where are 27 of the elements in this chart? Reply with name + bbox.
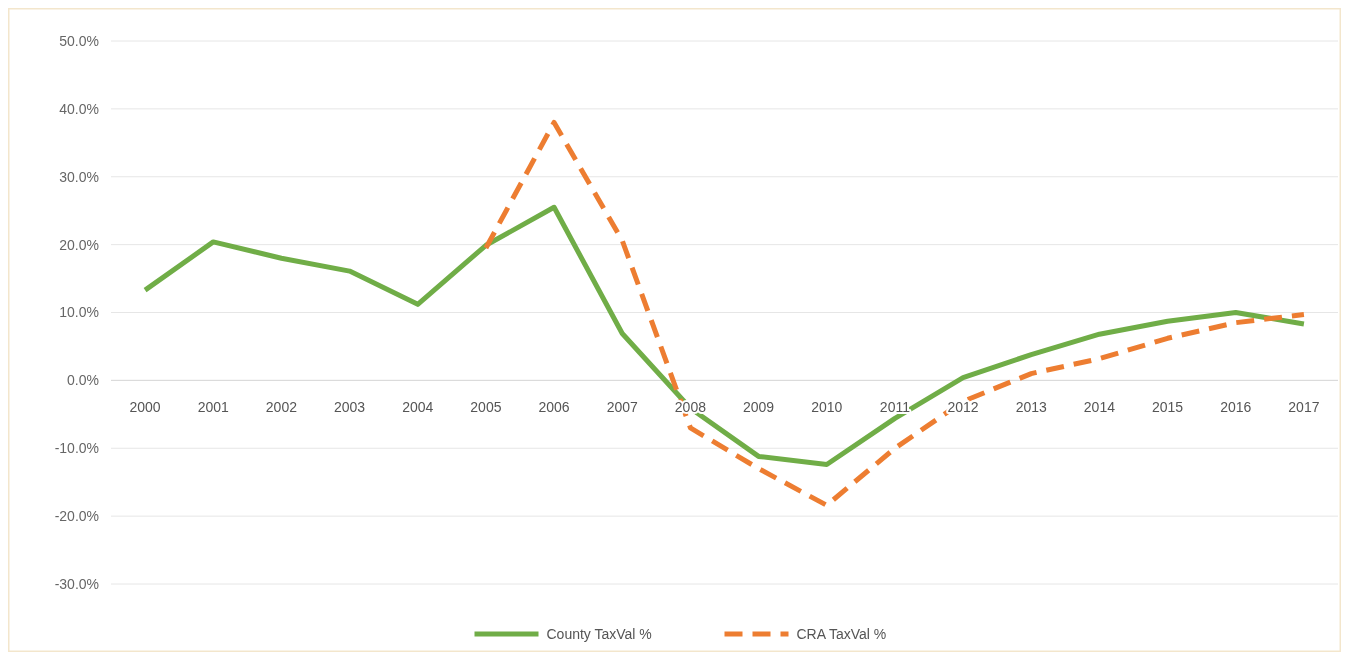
y-tick-label: 50.0%: [59, 32, 99, 49]
y-tick-label: -30.0%: [54, 575, 99, 592]
x-tick-label: 2016: [1220, 399, 1252, 416]
y-tick-label: -10.0%: [54, 440, 99, 457]
y-tick-label: -20.0%: [54, 508, 99, 525]
x-tick-label: 2017: [1288, 399, 1320, 416]
x-tick-label: 2006: [538, 399, 570, 416]
x-tick-label: 2010: [811, 399, 843, 416]
x-tick-label: 2007: [606, 399, 639, 416]
legend-label: County TaxVal %: [546, 625, 652, 642]
y-tick-label: 10.0%: [59, 304, 99, 321]
x-tick-label: 2004: [402, 399, 434, 416]
x-tick-label: 2009: [743, 399, 775, 416]
x-tick-label: 2014: [1083, 399, 1116, 416]
x-tick-label: 2015: [1152, 399, 1184, 416]
x-tick-label: 2001: [197, 399, 230, 416]
legend-label: CRA TaxVal %: [796, 625, 887, 642]
x-tick-label: 2011: [879, 399, 911, 416]
y-tick-label: 30.0%: [59, 168, 99, 185]
y-tick-label: 20.0%: [59, 236, 99, 253]
x-tick-label: 2013: [1015, 399, 1048, 416]
y-tick-label: 0.0%: [67, 372, 99, 389]
x-tick-label: 2003: [334, 399, 366, 416]
x-tick-label: 2005: [470, 399, 502, 416]
x-tick-label: 2000: [129, 399, 161, 416]
y-tick-label: 40.0%: [59, 100, 99, 117]
x-tick-label: 2002: [265, 399, 298, 416]
